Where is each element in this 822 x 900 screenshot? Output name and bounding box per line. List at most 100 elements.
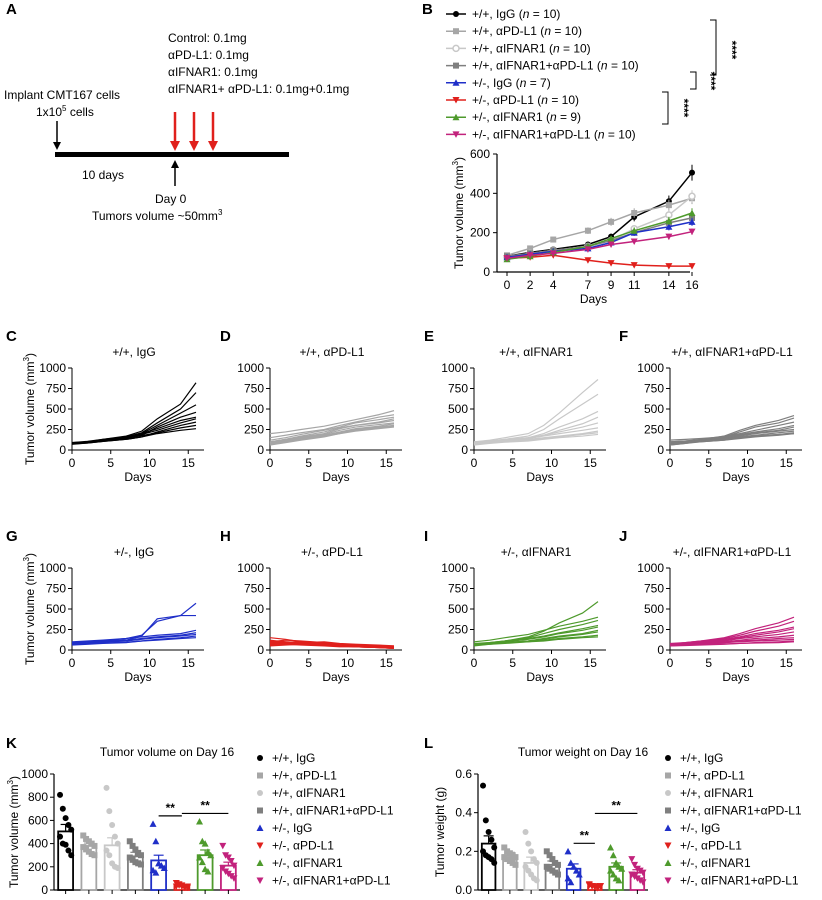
y-tick-label: 0 bbox=[257, 643, 264, 657]
growth-line bbox=[269, 419, 395, 443]
growth-line bbox=[669, 641, 795, 646]
legend-label: +/+, αIFNAR1 (n = 10) bbox=[472, 41, 591, 55]
data-point bbox=[525, 840, 532, 847]
data-point bbox=[224, 854, 232, 862]
data-point bbox=[201, 840, 209, 847]
ylabel-exponent: 3 bbox=[451, 160, 460, 165]
data-point bbox=[91, 842, 98, 849]
series-line bbox=[506, 230, 693, 259]
sig-label: ** bbox=[580, 828, 590, 842]
timeline-schematic: Implant CMT167 cells 1x105 cells 10 days… bbox=[4, 31, 349, 223]
legend-n-symbol: n bbox=[553, 41, 560, 55]
y-tick-label: 600 bbox=[470, 147, 490, 161]
data-point bbox=[564, 847, 572, 855]
sig-label: ** bbox=[166, 801, 176, 815]
panel-letter-a: A bbox=[6, 1, 17, 18]
data-point bbox=[665, 217, 673, 224]
ylabel-exponent: 3 bbox=[6, 779, 15, 784]
chart-l: Tumor weight on Day 16 0.0 0.2 0.4 0.6 Tumor … bbox=[433, 745, 802, 897]
cells-count: 1x10 bbox=[36, 105, 62, 119]
chart-title: +/-, αIFNAR1 bbox=[501, 545, 572, 559]
y-tick-label: 250 bbox=[644, 623, 664, 637]
legend-marker bbox=[452, 44, 460, 53]
panel-letter-g: G bbox=[6, 528, 18, 545]
dose-ifnar1: αIFNAR1: 0.1mg bbox=[168, 65, 258, 79]
growth-line bbox=[473, 636, 599, 645]
growth-line bbox=[269, 414, 395, 439]
y-tick-label: 250 bbox=[46, 423, 66, 437]
x-axis-label: Days bbox=[526, 670, 553, 684]
legend-name: +/+, IgG ( bbox=[472, 7, 523, 21]
ylabel-close: ) bbox=[23, 353, 37, 357]
panel-letter-e: E bbox=[424, 328, 434, 345]
growth-line bbox=[669, 628, 795, 645]
x-tick-label: 0 bbox=[667, 656, 674, 670]
legend-marker bbox=[664, 877, 672, 884]
y-tick-label: 0 bbox=[483, 265, 490, 279]
data-point bbox=[543, 848, 550, 855]
panel-letter-f: F bbox=[619, 328, 628, 345]
sig-label-1: **** bbox=[725, 41, 739, 60]
y-tick-label: 200 bbox=[28, 860, 48, 874]
growth-line bbox=[473, 616, 599, 643]
ylabel-exponent: 3 bbox=[22, 356, 31, 361]
data-point bbox=[607, 235, 615, 242]
growth-line bbox=[71, 382, 197, 444]
y-tick-label: 750 bbox=[244, 582, 264, 596]
legend-n-symbol: n bbox=[598, 127, 605, 141]
growth-line bbox=[473, 430, 599, 444]
data-point bbox=[533, 859, 540, 866]
chart-title: +/-, αPD-L1 bbox=[301, 545, 363, 559]
y-tick-label: 500 bbox=[644, 402, 664, 416]
growth-line bbox=[71, 632, 197, 644]
data-point bbox=[607, 867, 615, 874]
x-tick-label: 5 bbox=[305, 656, 312, 670]
legend-n-value: = 10) bbox=[548, 93, 579, 107]
growth-line bbox=[269, 422, 395, 444]
chart-f: +/+, αIFNAR1+αPD-L1 0 250 500 750 1000 0 5 10 15 D… bbox=[637, 345, 802, 484]
ylabel-close: ) bbox=[452, 157, 466, 161]
legend-marker bbox=[256, 824, 264, 831]
data-point bbox=[196, 854, 204, 861]
tumors-volume-text: Tumors volume ~50mm bbox=[92, 209, 218, 223]
panel-letter-k: K bbox=[6, 735, 17, 752]
sig-label-2: **** bbox=[704, 72, 718, 91]
implant-arrowhead bbox=[53, 142, 61, 150]
growth-line bbox=[473, 379, 599, 443]
data-point bbox=[688, 192, 696, 201]
panel-letter-d: D bbox=[220, 328, 231, 345]
data-point bbox=[688, 218, 696, 225]
sig-label: ** bbox=[200, 798, 210, 812]
data-point bbox=[636, 877, 644, 884]
x-tick-label: 9 bbox=[608, 278, 615, 292]
growth-line bbox=[269, 426, 395, 444]
dose-control: Control: 0.1mg bbox=[168, 31, 247, 45]
y-tick-label: 0 bbox=[41, 883, 48, 897]
legend-n-value: = 10) bbox=[605, 127, 636, 141]
y-tick-label: 1000 bbox=[21, 767, 48, 781]
x-tick-label: 5 bbox=[509, 656, 516, 670]
x-tick-label: 10 bbox=[143, 656, 157, 670]
x-tick-label: 4 bbox=[550, 278, 557, 292]
data-point bbox=[62, 815, 69, 822]
y-tick-label: 750 bbox=[46, 382, 66, 396]
legend-marker bbox=[452, 113, 460, 121]
legend-marker bbox=[452, 97, 460, 104]
data-point bbox=[132, 846, 139, 853]
legend-name: +/-, αIFNAR1+αPD-L1 ( bbox=[472, 127, 598, 141]
chart-b: 0 200 400 600 0 2 4 7 9 11 14 16 Days Tumor volume (m… bbox=[451, 147, 699, 306]
legend-marker bbox=[664, 824, 672, 831]
legend-n-symbol: n bbox=[601, 59, 608, 73]
data-point bbox=[630, 238, 638, 246]
data-point bbox=[491, 844, 498, 851]
data-point bbox=[480, 782, 487, 789]
data-point bbox=[526, 252, 534, 259]
data-point bbox=[80, 832, 87, 839]
y-tick-label: 0.2 bbox=[455, 844, 472, 858]
legend-name: +/+, αIFNAR1+αPD-L1 ( bbox=[472, 59, 601, 73]
data-point bbox=[106, 808, 113, 815]
data-point bbox=[219, 842, 227, 850]
cells-unit: cells bbox=[66, 105, 93, 119]
legend-label: +/+, αIFNAR1+αPD-L1 bbox=[680, 804, 802, 818]
legend-label: +/-, IgG (n = 7) bbox=[472, 76, 551, 90]
